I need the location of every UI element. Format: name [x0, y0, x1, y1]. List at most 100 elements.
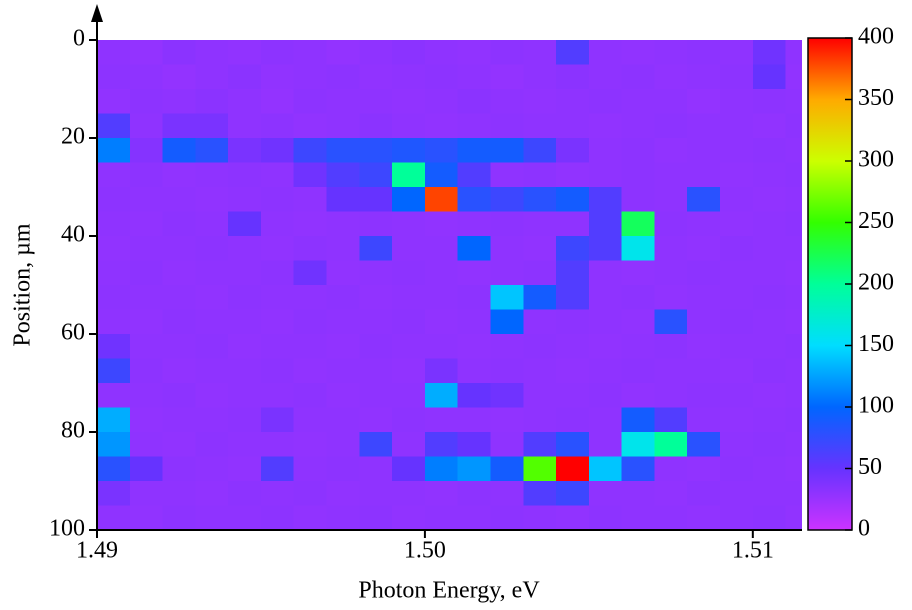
heatmap-cell [261, 432, 294, 457]
heatmap-cell [425, 481, 458, 506]
heatmap-cell [359, 310, 392, 335]
heatmap-cell [228, 334, 261, 359]
heatmap-cell [195, 432, 228, 457]
heatmap-cell [359, 212, 392, 237]
heatmap-cell [327, 334, 360, 359]
heatmap-cell [720, 89, 753, 114]
heatmap-cell [97, 65, 130, 90]
heatmap-cell [523, 408, 556, 433]
heatmap-cell [195, 138, 228, 163]
heatmap-cell [327, 285, 360, 310]
heatmap-cell [261, 383, 294, 408]
heatmap-cell [130, 359, 163, 384]
heatmap-cell [261, 212, 294, 237]
heatmap-cell [130, 334, 163, 359]
heatmap-cell [458, 163, 491, 188]
heatmap-cell [130, 383, 163, 408]
heatmap-cell [490, 163, 523, 188]
heatmap-cell [458, 457, 491, 482]
heatmap-cell [687, 359, 720, 384]
y-axis-label: Position, µm [10, 223, 36, 347]
heatmap-cell [392, 310, 425, 335]
heatmap-cell [130, 212, 163, 237]
heatmap-cell [622, 285, 655, 310]
heatmap-cell [425, 432, 458, 457]
heatmap-cell [97, 481, 130, 506]
heatmap-cell [622, 432, 655, 457]
heatmap-cell [261, 138, 294, 163]
y-tick-label: 40 [61, 222, 85, 248]
heatmap-cell [130, 506, 163, 531]
heatmap-cell [720, 408, 753, 433]
heatmap-cell [556, 138, 589, 163]
heatmap-cell [523, 334, 556, 359]
heatmap-cell [195, 212, 228, 237]
heatmap-cell [195, 187, 228, 212]
heatmap-cell [556, 359, 589, 384]
heatmap-cell [622, 212, 655, 237]
heatmap-cell [294, 506, 327, 531]
heatmap-cell [392, 359, 425, 384]
heatmap-cell [753, 89, 786, 114]
heatmap-cell [327, 40, 360, 65]
heatmap-cell [425, 383, 458, 408]
heatmap-cell [327, 408, 360, 433]
heatmap-cell [490, 187, 523, 212]
heatmap-cell [392, 506, 425, 531]
heatmap-cell [163, 506, 196, 531]
heatmap-cell [294, 432, 327, 457]
heatmap-cell [654, 261, 687, 286]
heatmap-cell [327, 261, 360, 286]
heatmap-cell [97, 432, 130, 457]
heatmap-cell [556, 236, 589, 261]
heatmap-cell [327, 89, 360, 114]
heatmap-cell [327, 65, 360, 90]
heatmap-cell [753, 261, 786, 286]
heatmap-cell [458, 334, 491, 359]
heatmap-cell [130, 457, 163, 482]
heatmap-cell [195, 261, 228, 286]
heatmap-cell [654, 408, 687, 433]
heatmap-cell [720, 163, 753, 188]
heatmap-cell [327, 212, 360, 237]
heatmap-cell [359, 506, 392, 531]
heatmap-cell [458, 359, 491, 384]
heatmap-cell [458, 236, 491, 261]
heatmap-cell [294, 457, 327, 482]
heatmap-cell [130, 114, 163, 139]
heatmap-cell [195, 89, 228, 114]
heatmap-cell [556, 40, 589, 65]
heatmap-cell [523, 187, 556, 212]
colorbar-tick-label: 350 [858, 85, 894, 111]
heatmap-cell [720, 114, 753, 139]
heatmap-cell [556, 261, 589, 286]
heatmap-cell [97, 236, 130, 261]
heatmap-cell [130, 236, 163, 261]
heatmap-cell [195, 310, 228, 335]
heatmap-cell [261, 187, 294, 212]
heatmap-cell [425, 163, 458, 188]
heatmap-cell [195, 163, 228, 188]
heatmap-cell [622, 408, 655, 433]
heatmap-cell [294, 65, 327, 90]
heatmap-cell [720, 383, 753, 408]
heatmap-cell [294, 481, 327, 506]
heatmap-cell [589, 236, 622, 261]
heatmap-cell [490, 236, 523, 261]
heatmap-cell [261, 359, 294, 384]
heatmap-cell [130, 65, 163, 90]
heatmap-cell [458, 89, 491, 114]
heatmap-cell [589, 310, 622, 335]
heatmap-cell [195, 457, 228, 482]
heatmap-cell [753, 114, 786, 139]
heatmap-cell [359, 457, 392, 482]
heatmap-cell [490, 457, 523, 482]
colorbar-tick-label: 0 [858, 516, 870, 542]
heatmap-cell [163, 310, 196, 335]
heatmap-cell [163, 359, 196, 384]
heatmap-cell [556, 114, 589, 139]
heatmap-cell [589, 138, 622, 163]
heatmap-cell [425, 65, 458, 90]
heatmap-cell [359, 65, 392, 90]
heatmap-cell [294, 383, 327, 408]
